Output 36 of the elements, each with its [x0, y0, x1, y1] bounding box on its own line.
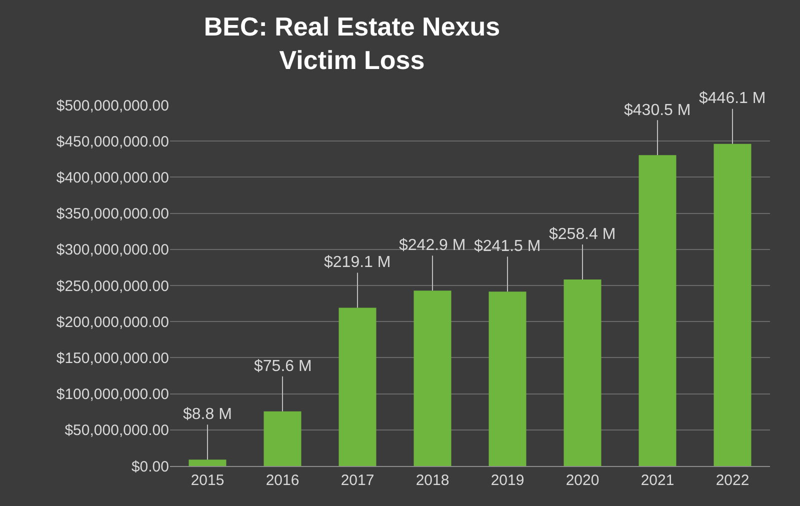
data-label: $430.5 M [624, 102, 691, 119]
x-tick-label: 2019 [490, 472, 524, 489]
y-tick-label: $100,000,000.00 [56, 386, 169, 404]
data-label: $241.5 M [474, 238, 541, 255]
y-tick-label: $250,000,000.00 [56, 278, 169, 295]
data-label: $446.1 M [699, 90, 766, 107]
bar [714, 144, 752, 466]
x-tick-label: 2020 [566, 472, 600, 489]
y-tick-label: $400,000,000.00 [56, 169, 169, 186]
chart-title: BEC: Real Estate Nexus Victim Loss [204, 11, 500, 76]
bar [564, 279, 602, 466]
bar [188, 460, 226, 466]
x-tick-label: 2021 [640, 472, 674, 489]
y-tick-label: $350,000,000.00 [56, 206, 169, 223]
y-tick-label: $200,000,000.00 [56, 314, 169, 331]
y-tick-label: $150,000,000.00 [56, 350, 169, 367]
bar [488, 292, 526, 466]
x-tick-label: 2015 [190, 472, 224, 489]
y-tick-label: $500,000,000.00 [56, 97, 169, 114]
x-tick-label: 2022 [716, 472, 750, 489]
data-label: $75.6 M [254, 358, 312, 375]
y-tick-label: $50,000,000.00 [64, 422, 169, 440]
data-label: $242.9 M [399, 237, 466, 254]
data-label: $8.8 M [183, 406, 232, 423]
x-tick-label: 2018 [416, 472, 450, 489]
data-label: $219.1 M [324, 254, 391, 271]
bar [338, 308, 376, 466]
data-label: $258.4 M [549, 226, 616, 243]
bar [638, 155, 676, 466]
y-tick-label: $450,000,000.00 [56, 133, 169, 150]
bar [414, 290, 452, 466]
y-tick-label: $0.00 [131, 458, 169, 476]
x-tick-label: 2017 [340, 472, 374, 489]
x-tick-label: 2016 [266, 472, 300, 489]
bar [264, 411, 302, 466]
y-tick-label: $300,000,000.00 [56, 242, 169, 259]
